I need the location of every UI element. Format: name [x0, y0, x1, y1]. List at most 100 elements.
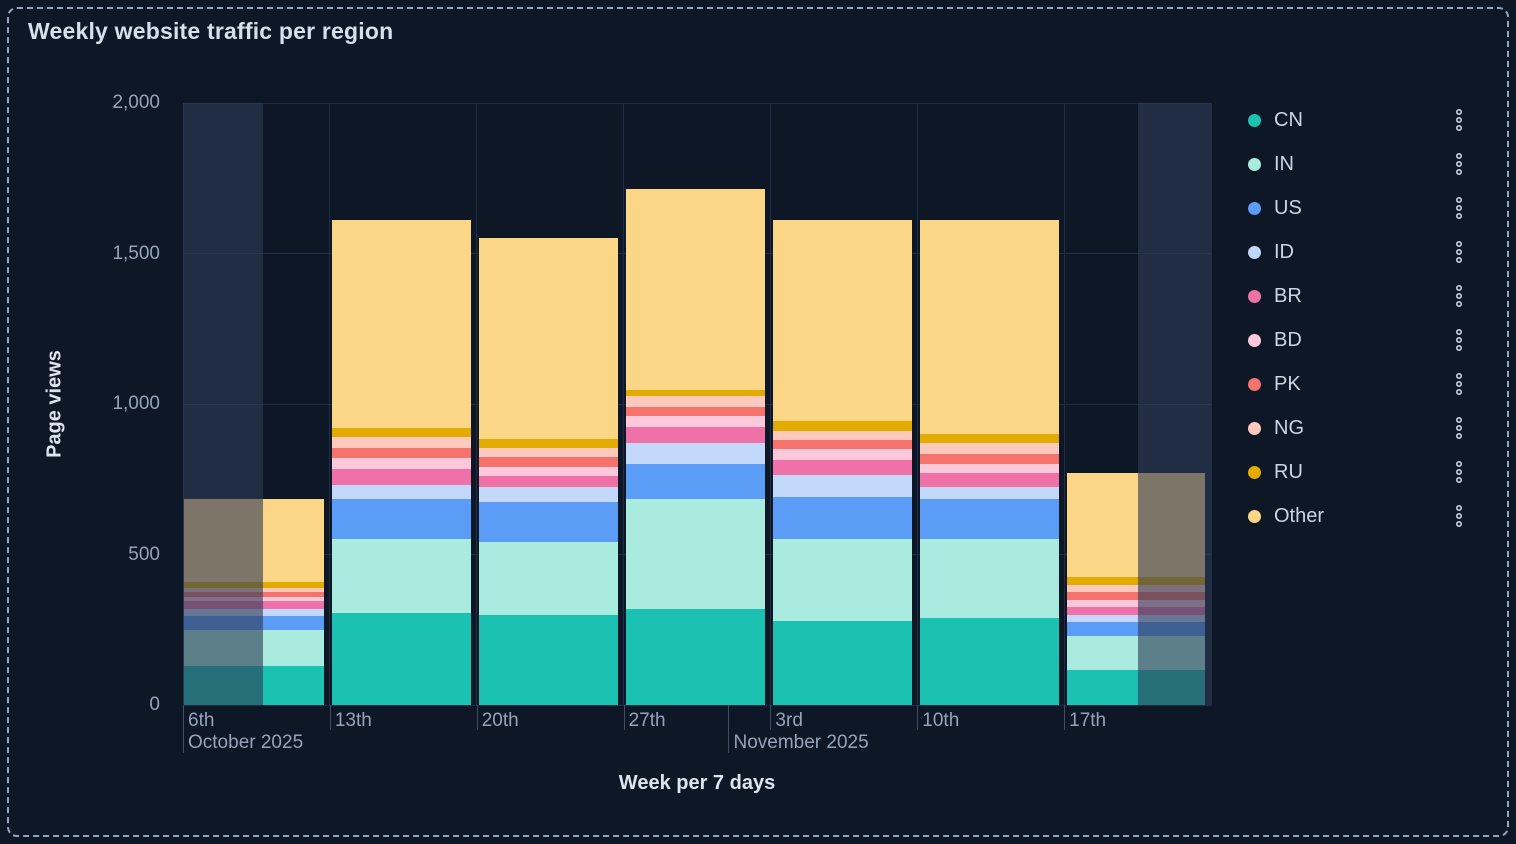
month-label: November 2025 [733, 732, 869, 753]
bar-segment-pk-week-5 [772, 440, 912, 450]
gridline-vertical [1210, 103, 1212, 705]
bar-segment-pk-week-7 [1066, 592, 1206, 600]
gridline-vertical [769, 103, 771, 705]
legend-label: PK [1274, 372, 1301, 395]
legend-label: CN [1274, 108, 1303, 131]
bar-segment-in-week-5 [772, 539, 912, 621]
legend-swatch-br [1248, 289, 1261, 303]
legend-swatch-cn [1248, 113, 1261, 127]
bar-segment-other-week-5 [772, 220, 912, 421]
legend-swatch-bd [1248, 333, 1261, 347]
kebab-menu-icon[interactable] [1454, 240, 1464, 264]
bar-segment-other-week-3 [479, 238, 619, 439]
bar-segment-ng-week-6 [919, 443, 1059, 454]
bar-segment-us-week-3 [479, 501, 619, 543]
legend-swatch-other [1248, 509, 1261, 523]
bar-segment-ru-week-2 [332, 428, 472, 438]
x-axis-tick-label: 3rd [775, 710, 803, 731]
kebab-menu-icon[interactable] [1454, 504, 1464, 528]
bar-segment-id-week-3 [479, 486, 619, 502]
x-axis-tick [476, 705, 478, 730]
bar-segment-cn-week-3 [479, 614, 619, 705]
bar-segment-br-week-5 [772, 459, 912, 475]
bar-segment-other-week-6 [919, 220, 1059, 435]
legend-item-bd[interactable]: BD [1240, 318, 1480, 362]
y-axis-tick-label: 0 [149, 694, 160, 715]
x-axis-tick-label: 13th [334, 710, 372, 731]
bar-segment-ru-week-3 [479, 438, 619, 448]
legend-label: IN [1274, 152, 1294, 175]
x-axis-tick [917, 705, 919, 730]
legend-item-cn[interactable]: CN [1240, 98, 1480, 142]
bar-segment-br-week-2 [332, 468, 472, 486]
kebab-menu-icon[interactable] [1454, 108, 1464, 132]
x-axis-tick [770, 705, 772, 730]
x-axis-tick [1064, 705, 1066, 730]
kebab-menu-icon[interactable] [1454, 284, 1464, 308]
bar-segment-cn-week-6 [919, 617, 1059, 705]
legend-label: ID [1274, 240, 1294, 263]
x-axis-tick [329, 705, 331, 730]
bar-segment-in-week-6 [919, 539, 1059, 618]
bar-segment-pk-week-3 [479, 456, 619, 468]
legend-swatch-id [1248, 245, 1261, 259]
bar-segment-br-week-4 [626, 426, 765, 444]
kebab-menu-icon[interactable] [1454, 372, 1464, 396]
gridline-vertical [1063, 103, 1065, 705]
bar-segment-ng-week-3 [479, 447, 619, 457]
legend-swatch-ng [1248, 421, 1261, 435]
x-axis-tick-label: 17th [1069, 710, 1107, 731]
bar-segment-us-week-4 [626, 464, 765, 499]
y-axis-title: Page views [43, 350, 66, 458]
legend-label: RU [1274, 460, 1303, 483]
legend-item-us[interactable]: US [1240, 186, 1480, 230]
bar-segment-ru-week-7 [1066, 577, 1206, 585]
legend-swatch-ru [1248, 465, 1261, 479]
bar-segment-ru-week-5 [772, 420, 912, 432]
legend-item-other[interactable]: Other [1240, 494, 1480, 538]
bar-segment-ng-week-4 [626, 396, 765, 407]
y-axis-tick-label: 500 [128, 543, 160, 565]
bar-segment-ru-week-4 [626, 390, 765, 397]
bar-segment-bd-week-4 [626, 416, 765, 427]
kebab-menu-icon[interactable] [1454, 196, 1464, 220]
bar-segment-bd-week-7 [1066, 599, 1206, 608]
bar-segment-bd-week-3 [479, 467, 619, 477]
bar-segment-br-week-7 [1066, 607, 1206, 615]
bar-segment-cn-week-2 [332, 613, 472, 705]
legend-label: BD [1274, 328, 1302, 351]
legend-item-ru[interactable]: RU [1240, 450, 1480, 494]
bar-segment-id-week-7 [1066, 614, 1206, 623]
x-axis-tick-label: 20th [481, 710, 519, 731]
bar-segment-br-week-3 [479, 476, 619, 487]
bar-segment-us-week-6 [919, 498, 1059, 540]
kebab-menu-icon[interactable] [1454, 416, 1464, 440]
kebab-menu-icon[interactable] [1454, 460, 1464, 484]
gridline-horizontal [183, 102, 1211, 104]
bar-segment-id-week-5 [772, 474, 912, 498]
legend-item-br[interactable]: BR [1240, 274, 1480, 318]
legend-swatch-in [1248, 157, 1261, 171]
x-axis-tick [623, 705, 625, 730]
month-boundary-tick [183, 705, 184, 753]
kebab-menu-icon[interactable] [1454, 152, 1464, 176]
legend-item-id[interactable]: ID [1240, 230, 1480, 274]
legend-item-in[interactable]: IN [1240, 142, 1480, 186]
gridline-horizontal [183, 704, 1211, 706]
kebab-menu-icon[interactable] [1454, 328, 1464, 352]
legend-item-pk[interactable]: PK [1240, 362, 1480, 406]
bar-segment-br-week-6 [919, 473, 1059, 487]
x-axis-title: Week per 7 days [618, 772, 776, 794]
legend-item-ng[interactable]: NG [1240, 406, 1480, 450]
gridline-vertical [916, 103, 918, 705]
gridline-vertical [476, 103, 478, 705]
x-axis-tick-label: 27th [628, 710, 666, 731]
bar-segment-other-week-4 [626, 188, 765, 391]
y-axis-tick-label: 1,500 [112, 242, 160, 264]
x-axis-tick-label: 6th [188, 710, 215, 731]
bar-segment-in-week-2 [332, 539, 472, 614]
legend-label: Other [1274, 504, 1325, 527]
bar-segment-cn-week-4 [626, 608, 765, 705]
